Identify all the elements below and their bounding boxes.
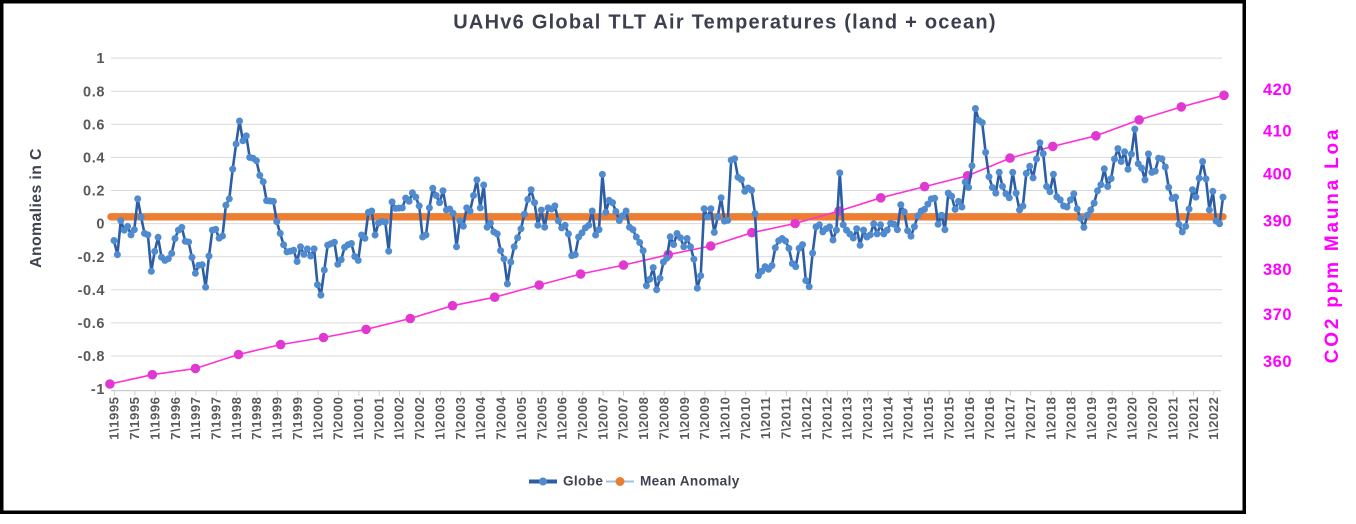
svg-text:1\2016: 1\2016: [962, 397, 977, 440]
svg-text:1\1998: 1\1998: [229, 397, 244, 440]
svg-text:Mean Anomaly: Mean Anomaly: [640, 474, 740, 489]
svg-text:7\2021: 7\2021: [1186, 397, 1201, 440]
svg-text:1\2008: 1\2008: [636, 397, 651, 440]
svg-text:1\2001: 1\2001: [351, 397, 366, 440]
svg-text:1\2021: 1\2021: [1165, 397, 1180, 440]
svg-text:7\2012: 7\2012: [819, 397, 834, 440]
svg-text:1\2010: 1\2010: [718, 397, 733, 440]
svg-text:7\2001: 7\2001: [371, 397, 386, 440]
svg-text:1\1997: 1\1997: [188, 397, 203, 440]
svg-text:1\1996: 1\1996: [147, 397, 162, 440]
svg-text:-0.8: -0.8: [78, 349, 105, 365]
svg-text:7\2014: 7\2014: [901, 396, 916, 440]
svg-text:380: 380: [1263, 261, 1292, 279]
svg-text:400: 400: [1263, 165, 1292, 183]
svg-text:1\2005: 1\2005: [514, 397, 529, 440]
svg-text:7\1998: 7\1998: [249, 397, 264, 440]
svg-text:7\2008: 7\2008: [656, 397, 671, 440]
svg-text:-0.4: -0.4: [78, 283, 105, 299]
svg-text:1\2012: 1\2012: [799, 397, 814, 440]
svg-text:7\1996: 7\1996: [168, 397, 183, 440]
svg-text:1\2015: 1\2015: [921, 397, 936, 440]
svg-text:1\2000: 1\2000: [310, 397, 325, 440]
svg-text:390: 390: [1263, 213, 1292, 231]
svg-text:1\2019: 1\2019: [1084, 397, 1099, 440]
svg-text:7\1995: 7\1995: [127, 397, 142, 440]
svg-text:-0.2: -0.2: [78, 250, 105, 266]
svg-text:-0.6: -0.6: [78, 316, 105, 332]
svg-text:1\2007: 1\2007: [595, 397, 610, 440]
svg-text:0.4: 0.4: [83, 151, 105, 167]
svg-text:410: 410: [1263, 122, 1292, 140]
svg-text:1\2006: 1\2006: [555, 397, 570, 440]
svg-text:UAHv6 Global TLT Air Temperatu: UAHv6 Global TLT Air Temperatures (land …: [453, 12, 997, 34]
svg-text:360: 360: [1263, 353, 1292, 371]
svg-text:1: 1: [96, 51, 105, 67]
svg-text:1\2014: 1\2014: [880, 396, 895, 440]
svg-text:7\2002: 7\2002: [412, 397, 427, 440]
svg-text:7\2010: 7\2010: [738, 397, 753, 440]
svg-text:1\2013: 1\2013: [840, 397, 855, 440]
svg-text:7\2009: 7\2009: [697, 397, 712, 440]
svg-text:7\2003: 7\2003: [453, 397, 468, 440]
svg-text:1\1999: 1\1999: [270, 397, 285, 440]
svg-text:1\2017: 1\2017: [1003, 397, 1018, 440]
svg-text:1\2002: 1\2002: [392, 397, 407, 440]
svg-text:7\2013: 7\2013: [860, 397, 875, 440]
svg-text:1\2022: 1\2022: [1206, 397, 1221, 440]
svg-text:0.2: 0.2: [83, 184, 105, 200]
svg-text:1\2004: 1\2004: [473, 396, 488, 440]
svg-text:7\1999: 7\1999: [290, 397, 305, 440]
svg-text:7\2005: 7\2005: [534, 397, 549, 440]
svg-text:370: 370: [1263, 306, 1292, 324]
svg-text:0: 0: [96, 217, 105, 233]
svg-text:-1: -1: [91, 382, 105, 398]
svg-text:Globe: Globe: [563, 474, 603, 489]
svg-text:7\2000: 7\2000: [331, 397, 346, 440]
svg-text:7\2019: 7\2019: [1104, 397, 1119, 440]
svg-text:1\2009: 1\2009: [677, 397, 692, 440]
svg-text:CO2 ppm Mauna Loa: CO2 ppm Mauna Loa: [1322, 127, 1343, 364]
svg-text:7\2011: 7\2011: [779, 397, 794, 440]
svg-text:1\2020: 1\2020: [1125, 397, 1140, 440]
svg-text:7\2018: 7\2018: [1064, 397, 1079, 440]
svg-text:0.6: 0.6: [83, 117, 105, 133]
svg-text:7\2017: 7\2017: [1023, 397, 1038, 440]
svg-text:7\2016: 7\2016: [982, 397, 997, 440]
svg-text:7\2007: 7\2007: [616, 397, 631, 440]
svg-text:1\1995: 1\1995: [107, 397, 122, 440]
svg-text:7\2020: 7\2020: [1145, 397, 1160, 440]
svg-text:7\2006: 7\2006: [575, 397, 590, 440]
svg-text:7\1997: 7\1997: [209, 397, 224, 440]
svg-text:Anomalies in C: Anomalies in C: [28, 148, 45, 268]
svg-text:0.8: 0.8: [83, 84, 105, 100]
svg-text:1\2003: 1\2003: [433, 397, 448, 440]
svg-text:420: 420: [1263, 81, 1292, 99]
svg-text:7\2015: 7\2015: [942, 397, 957, 440]
svg-text:1\2018: 1\2018: [1043, 397, 1058, 440]
svg-text:7\2004: 7\2004: [494, 396, 509, 440]
svg-text:1\2011: 1\2011: [758, 397, 773, 440]
